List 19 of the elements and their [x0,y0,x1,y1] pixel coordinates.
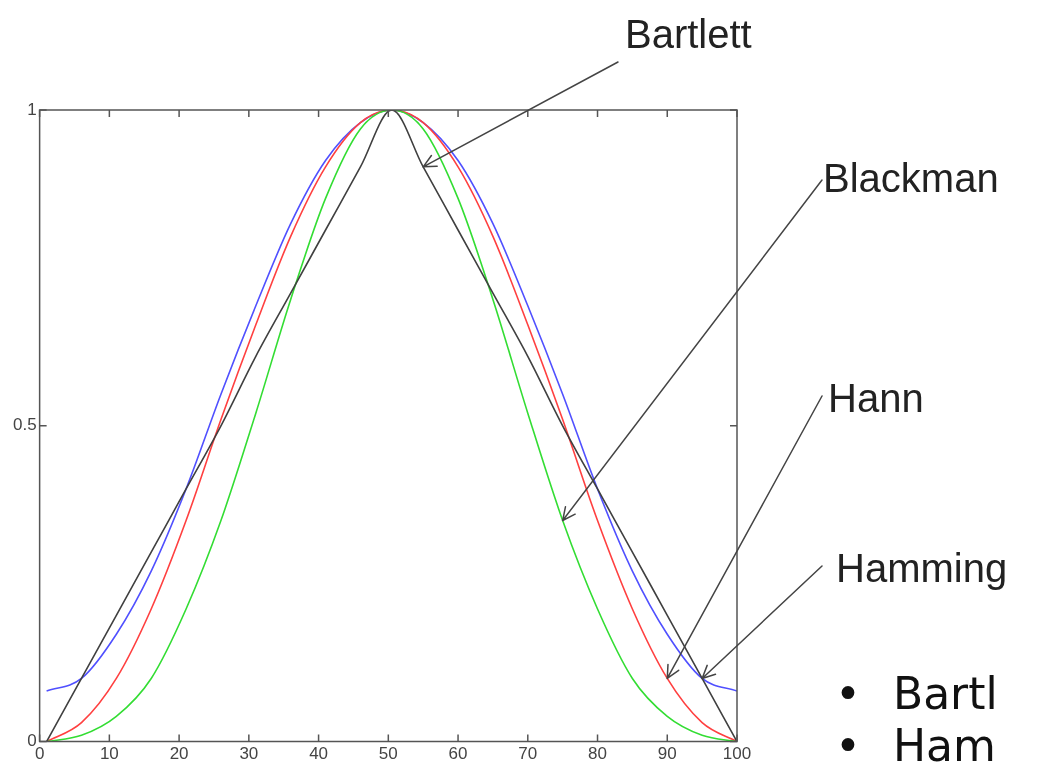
y-tick-label: 0 [27,731,37,751]
x-tick-label: 90 [657,744,677,764]
x-tick-label: 100 [722,744,752,764]
annotation: Hann [828,376,924,420]
x-tick-label: 80 [588,744,607,764]
annotation: Bartlett [625,12,752,56]
y-tick-label: 0.5 [12,415,37,435]
x-tick-label: 10 [99,744,119,764]
x-tick-label: 60 [448,744,468,764]
x-tick-label: 70 [518,744,538,764]
x-tick-label: 50 [378,744,398,764]
text: • Bartl [835,668,998,720]
annotation: Hamming [836,546,1008,590]
text: • Ham [835,720,997,772]
x-tick-label: 30 [239,744,259,764]
annotation: Blackman [823,156,999,200]
y-tick-label: 1 [27,99,37,119]
x-tick-label: 20 [169,744,189,764]
x-tick-label: 40 [309,744,329,764]
